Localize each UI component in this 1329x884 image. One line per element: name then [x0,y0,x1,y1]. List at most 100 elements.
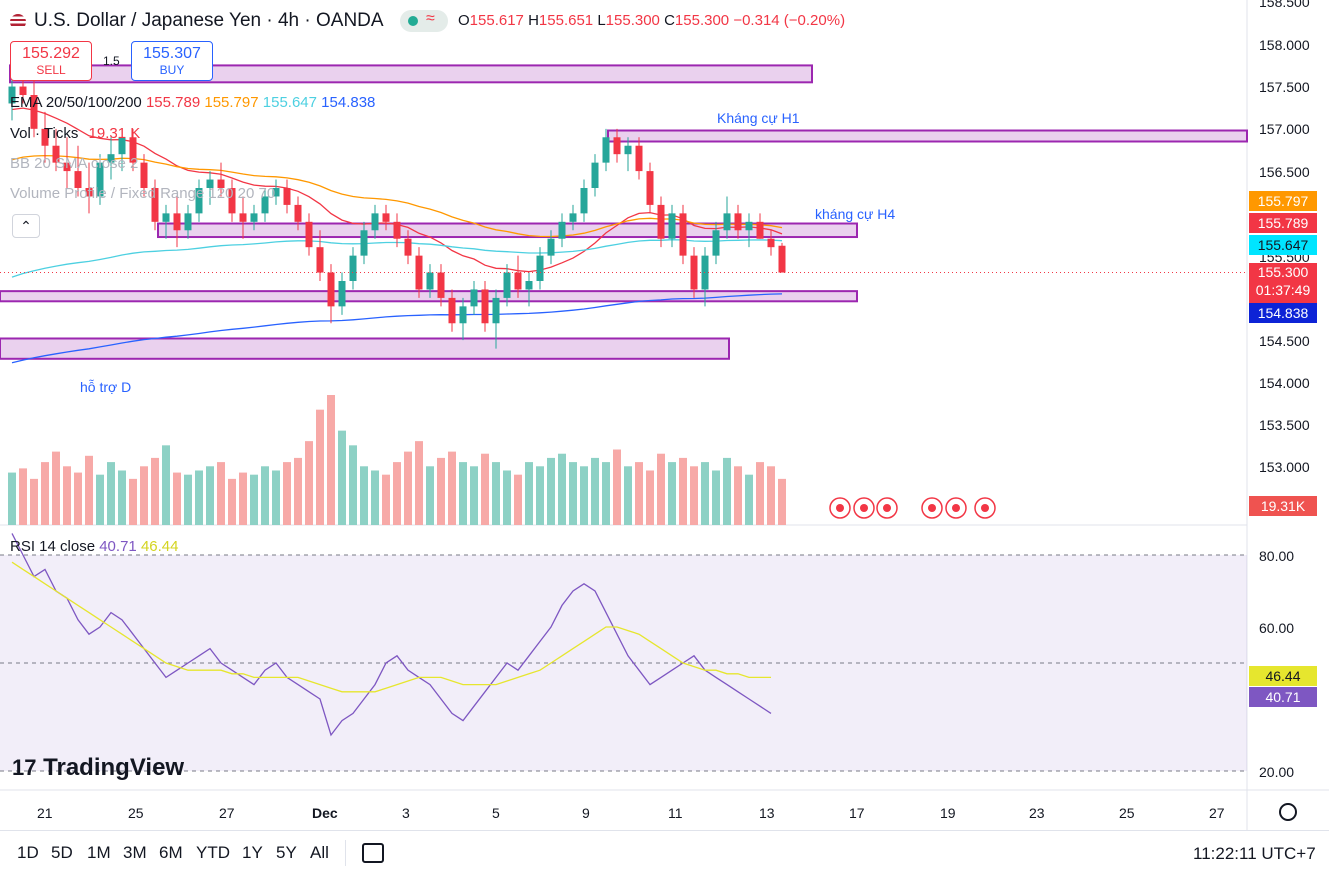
date-range-icon[interactable] [362,843,384,863]
volume-bar [19,468,27,525]
volume-bar [404,451,412,525]
volume-bar [74,472,82,525]
candle-body [723,213,731,231]
vol-value: 19.31 K [88,125,141,142]
rsi-line [11,533,772,737]
candle-body [514,272,522,290]
ema-legend[interactable]: EMA 20/50/100/200 155.789 155.797 155.64… [10,94,375,111]
volume-bar [41,462,49,525]
timeframe-1m[interactable]: 1M [87,843,111,862]
candle-body [734,213,742,231]
rsi-value: 40.71 [99,538,137,555]
volume-bar [162,445,170,525]
timeframe-5y[interactable]: 5Y [276,843,297,862]
resist-h4-label[interactable]: kháng cự H4 [815,206,896,222]
volume-bar [503,470,511,525]
volume-bar [349,445,357,525]
candle-body [338,281,346,307]
candle-body [756,221,764,239]
candlesticks [8,69,786,349]
timeframe-5d[interactable]: 5D [51,843,73,862]
candle-body [393,221,401,239]
volume-bar [470,466,478,525]
ema20-value: 155.789 [145,94,201,111]
price-tick: 154.000 [1259,375,1310,391]
candle-body [404,238,412,256]
volume-bar [107,462,115,525]
rsi-ma-tag: 46.44 [1249,666,1317,686]
price-tick: 157.000 [1259,121,1310,137]
candle-body [63,162,71,172]
vp-legend[interactable]: Volume Profile / Fixed Range 120 20 70 [10,185,276,202]
candle-body [646,171,654,205]
volume-bar [690,466,698,525]
clock-readout[interactable]: 11:22:11 UTC+7 [1193,844,1316,863]
economic-event-icon [853,497,875,519]
volume-legend[interactable]: Vol · Ticks 19.31 K [10,125,140,142]
support-d-label[interactable]: hỗ trợ D [80,379,132,395]
timeframe-all[interactable]: All [310,843,329,862]
volume-bar [151,457,159,525]
volume-bar [602,462,610,525]
volume-bar [85,455,93,525]
candle-body [547,238,555,256]
bb-legend[interactable]: BB 20 SMA close 2 [10,155,139,172]
timeframe-6m[interactable]: 6M [159,843,183,862]
resist-h1-label[interactable]: Kháng cự H1 [717,110,800,126]
market-open-icon [408,16,418,26]
symbol-title[interactable]: U.S. Dollar / Japanese Yen · 4h · OANDA [34,10,384,31]
buy-button[interactable]: 155.307 BUY [131,41,213,81]
volume-bar [492,462,500,525]
collapse-legend-button[interactable]: ⌃ [12,214,40,238]
candle-body [712,230,720,256]
price-zone [0,290,858,303]
candle-body [250,213,258,222]
price-tick: 154.500 [1259,333,1310,349]
candle-body [151,188,159,222]
volume-bar [140,466,148,525]
market-status-pill[interactable]: ≈ [400,10,448,32]
price-zone [0,337,730,360]
volume-bar [316,409,324,525]
time-tick: 3 [402,805,410,821]
volume-bar [657,453,665,525]
price-tick: 153.000 [1259,459,1310,475]
price-zone [607,129,1248,143]
timeframe-ytd[interactable]: YTD [196,843,230,862]
candle-body [349,255,357,281]
volume-bar [580,466,588,525]
rsi-tick: 20.00 [1259,764,1295,780]
settings-gear-icon[interactable] [1279,803,1297,821]
last-price: 155.300 [1257,264,1309,280]
candle-body [360,230,368,256]
rsi-tag: 40.71 [1249,687,1317,707]
volume-bar [635,462,643,525]
volume-bar [8,472,16,525]
economic-event-icon [921,497,943,519]
tradingview-logo-icon: 17 [12,755,37,780]
volume-bar [514,474,522,525]
sell-button[interactable]: 155.292 SELL [10,41,92,81]
candle-body [239,213,247,222]
rsi-panel [0,497,1247,772]
ohlc-readout: O155.617 H155.651 L155.300 C155.300 −0.3… [458,12,845,29]
candle-body [767,238,775,248]
rsi-tick: 60.00 [1259,620,1295,636]
timeframe-1d[interactable]: 1D [17,843,39,862]
candle-body [107,154,115,163]
timeframe-3m[interactable]: 3M [123,843,147,862]
price-tick: 158.000 [1259,37,1310,53]
timeframe-1y[interactable]: 1Y [242,843,263,862]
rsi-tick: 80.00 [1259,548,1295,564]
candle-body [85,188,93,197]
candle-body [19,86,27,95]
candle-body [690,255,698,290]
volume-bar [437,457,445,525]
rsi-legend[interactable]: RSI 14 close 40.71 46.44 [10,538,178,555]
tradingview-logo[interactable]: 17 TradingView [12,754,184,782]
candle-body [382,213,390,222]
volume-bar [459,462,467,525]
candle-body [492,297,500,324]
price-tick: 158.500 [1259,0,1310,10]
